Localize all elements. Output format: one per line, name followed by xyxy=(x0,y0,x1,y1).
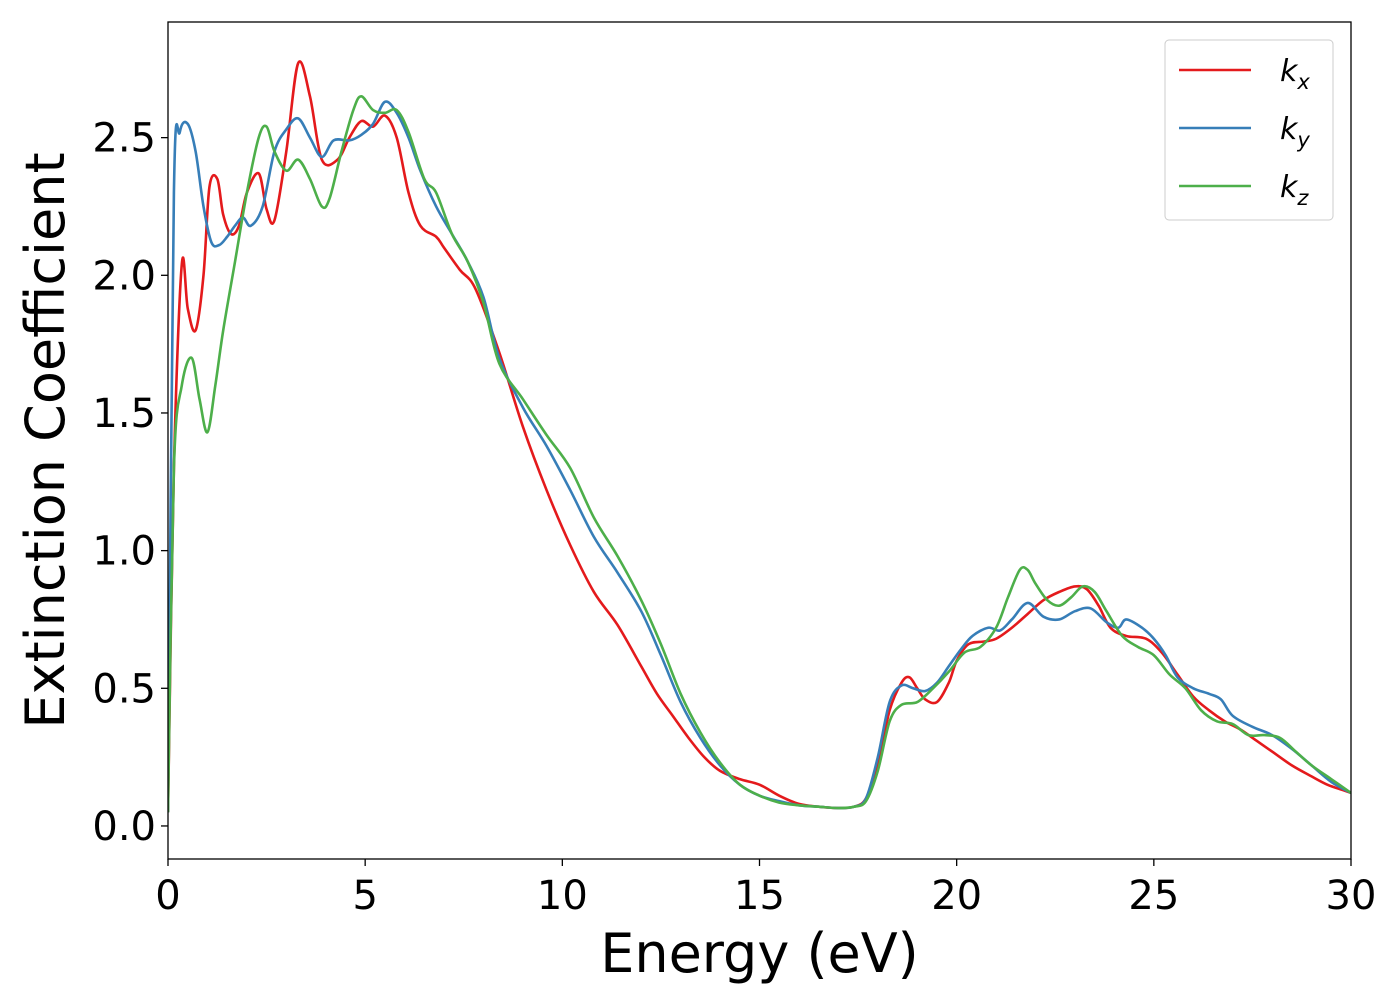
y-tick-label: 2.5 xyxy=(92,116,156,162)
legend-label-z: kz xyxy=(1280,170,1309,210)
x-tick-label: 10 xyxy=(537,873,588,919)
y-axis-label: Extinction Coefficient xyxy=(14,152,77,728)
series-line-z xyxy=(168,95,1351,813)
x-tick-label: 5 xyxy=(352,873,377,919)
legend: kx ky kz xyxy=(1164,39,1334,221)
y-axis-ticks: 0.0 0.5 1.0 1.5 2.0 2.5 xyxy=(92,116,168,850)
series-layer xyxy=(168,60,1351,813)
legend-label-y: ky xyxy=(1280,112,1310,152)
y-tick-label: 1.0 xyxy=(92,529,156,575)
x-tick-label: 15 xyxy=(734,873,785,919)
y-tick-label: 1.5 xyxy=(92,391,156,437)
y-tick-label: 2.0 xyxy=(92,253,156,299)
series-line-x xyxy=(168,60,1351,813)
x-axis-ticks: 0 5 10 15 20 25 30 xyxy=(155,859,1376,919)
x-tick-label: 20 xyxy=(931,873,982,919)
legend-label-x: kx xyxy=(1280,54,1310,94)
x-tick-label: 30 xyxy=(1326,873,1377,919)
y-tick-label: 0.0 xyxy=(92,804,156,850)
legend-frame xyxy=(1164,39,1334,221)
x-axis-label: Energy (eV) xyxy=(600,922,919,985)
x-tick-label: 25 xyxy=(1128,873,1179,919)
series-line-y xyxy=(168,100,1351,813)
x-tick-label: 0 xyxy=(155,873,180,919)
y-tick-label: 0.5 xyxy=(92,666,156,712)
